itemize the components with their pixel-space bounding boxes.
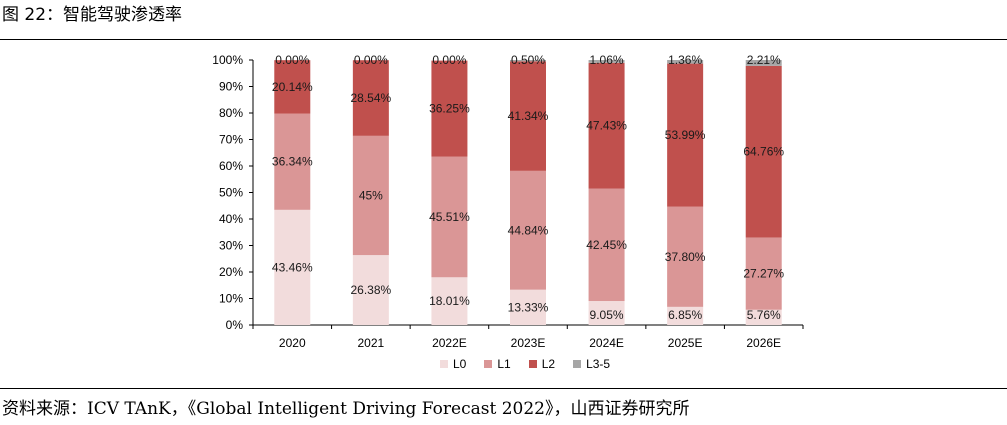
bar-segment-l2-2026e: [745, 65, 782, 238]
bar-segment-l1-2025e: [667, 206, 704, 307]
bar-segment-l1-2026e: [745, 237, 782, 310]
legend-item-l2: L2: [528, 357, 556, 371]
bar-segment-l3-5-2026e: [745, 60, 782, 66]
y-tick-label: 90%: [219, 80, 243, 94]
x-tick-label: 2022E: [432, 336, 467, 350]
y-tick-label: 10%: [219, 292, 243, 306]
data-label-l2: 64.76%: [743, 145, 784, 159]
bar-segment-l1-2022e: [431, 156, 468, 278]
legend-swatch: [573, 360, 582, 368]
bar-segment-l3-5-2025e: [667, 60, 704, 64]
data-label-l3-5: 0.00%: [432, 53, 466, 67]
figure-title: 图 22：智能驾驶渗透率: [2, 5, 183, 25]
x-tick-label: 2024E: [589, 336, 624, 350]
bar-segment-l0-2022e: [431, 277, 468, 325]
y-tick-label: 20%: [219, 265, 243, 279]
data-label-l2: 47.43%: [586, 119, 627, 133]
bar-segment-l0-2025e: [667, 306, 704, 325]
bar-segment-l0-2020: [274, 209, 311, 325]
data-label-l2: 36.25%: [429, 102, 470, 116]
legend-swatch: [528, 360, 537, 368]
y-tick-label: 100%: [212, 53, 243, 67]
legend-label: L1: [497, 357, 511, 371]
data-label-l0: 18.01%: [429, 294, 470, 308]
legend-item-l1: L1: [484, 357, 511, 371]
bar-segment-l2-2020: [274, 60, 311, 114]
y-tick-label: 0%: [226, 318, 244, 332]
bar-segment-l1-2021: [352, 135, 389, 256]
bar-segment-l1-2020: [274, 113, 311, 210]
bar-segment-l3-5-2024e: [588, 60, 625, 63]
bar-segment-l2-2023e: [510, 61, 546, 171]
bar-segment-l1-2023e: [510, 170, 546, 290]
legend-item-l0: L0: [440, 357, 466, 371]
x-tick-label: 2020: [279, 336, 306, 350]
legend-swatch: [440, 360, 448, 368]
data-label-l3-5: 0.00%: [275, 53, 309, 67]
data-label-l1: 44.84%: [508, 223, 549, 237]
bar-segment-l2-2024e: [588, 62, 625, 189]
legend-label: L2: [541, 357, 556, 371]
data-label-l3-5: 1.06%: [590, 53, 624, 67]
x-tick-label: 2021: [358, 336, 385, 350]
legend-label: L3-5: [586, 357, 611, 371]
data-label-l1: 27.27%: [743, 267, 784, 281]
bar-segment-l0-2024e: [588, 301, 625, 325]
y-tick-label: 30%: [219, 239, 243, 253]
bar-segment-l2-2025e: [667, 63, 704, 207]
x-tick-label: 2026E: [746, 336, 781, 350]
data-label-l2: 53.99%: [665, 128, 706, 142]
bar-segment-l1-2024e: [588, 188, 625, 302]
data-label-l0: 13.33%: [508, 300, 549, 314]
data-label-l1: 36.34%: [272, 155, 313, 169]
data-label-l2: 28.54%: [351, 91, 392, 105]
data-label-l1: 45%: [359, 188, 383, 202]
y-tick-label: 40%: [219, 212, 243, 226]
y-tick-label: 50%: [219, 186, 243, 200]
bar-segment-l3-5-2023e: [510, 60, 546, 62]
bar-segment-l2-2021: [352, 60, 389, 136]
data-label-l3-5: 1.36%: [668, 53, 702, 67]
data-label-l1: 45.51%: [429, 210, 470, 224]
legend-item-l3-5: L3-5: [573, 357, 610, 371]
data-label-l3-5: 0.50%: [511, 53, 545, 67]
chart-legend: L0 L1 L2 L3-5: [440, 357, 610, 371]
stacked-bar-chart: 0% 10% 20% 30% 40% 50% 60% 70% 80% 90% 100% 43.46% 3…: [212, 53, 804, 350]
data-label-l0: 43.46%: [272, 260, 313, 274]
data-label-l2: 41.34%: [508, 109, 549, 123]
legend-label: L0: [453, 357, 467, 371]
data-label-l0: 6.85%: [668, 308, 702, 322]
data-label-l2: 20.14%: [272, 80, 313, 94]
data-label-l1: 37.80%: [665, 250, 706, 264]
bar-segment-l0-2021: [352, 255, 389, 325]
y-tick-label: 60%: [219, 159, 243, 173]
bottom-rule: [0, 388, 1007, 389]
top-rule: [0, 39, 1007, 40]
bar-segment-l0-2023e: [510, 289, 546, 325]
y-tick-label: 80%: [219, 106, 243, 120]
x-tick-label: 2023E: [511, 336, 546, 350]
x-tick-label: 2025E: [668, 336, 703, 350]
data-label-l0: 5.76%: [747, 308, 781, 322]
bar-segment-l2-2022e: [431, 60, 468, 157]
data-label-l0: 9.05%: [590, 308, 624, 322]
bar-segment-l0-2026e: [745, 309, 782, 325]
data-label-l0: 26.38%: [351, 283, 392, 297]
data-label-l3-5: 0.00%: [354, 53, 388, 67]
data-label-l3-5: 2.21%: [747, 53, 781, 67]
data-label-l1: 42.45%: [586, 238, 627, 252]
source-note: 资料来源：ICV TAnK，《Global Intelligent Drivin…: [2, 399, 690, 419]
y-tick-label: 70%: [219, 133, 243, 147]
legend-swatch: [484, 360, 493, 368]
